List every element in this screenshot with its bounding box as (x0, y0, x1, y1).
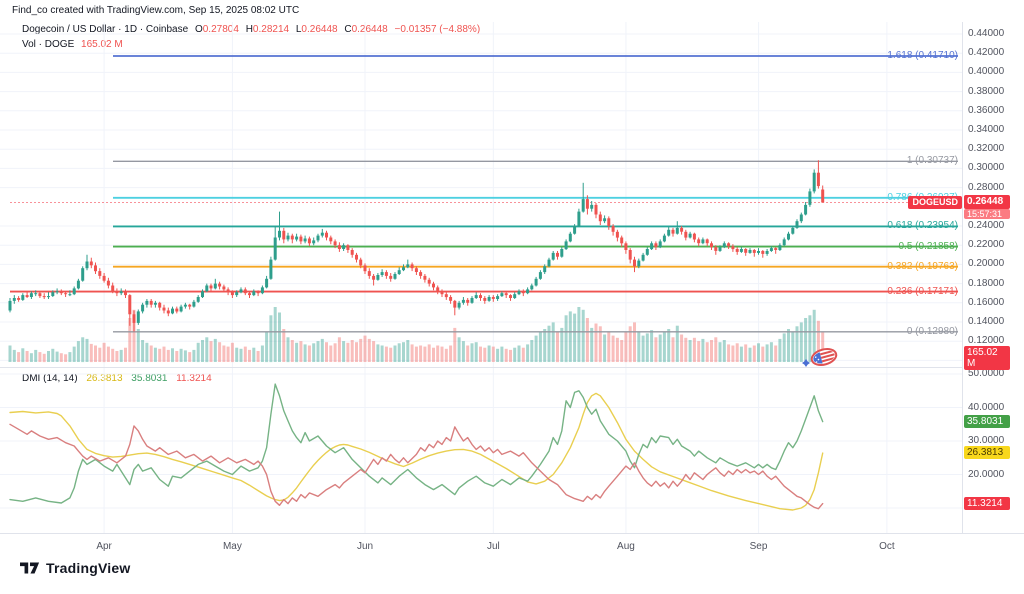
volume-label[interactable]: Vol · DOGE (22, 39, 75, 50)
volume-legend: Vol · DOGE 165.02 M (22, 39, 127, 50)
attribution-text: Find_co created with TradingView.com, Se… (12, 5, 300, 16)
symbol-title[interactable]: Dogecoin / US Dollar · 1D · Coinbase (22, 24, 189, 35)
open-value: 0.27804 (202, 24, 239, 35)
close-value: 0.26448 (351, 24, 388, 35)
symbol-legend: Dogecoin / US Dollar · 1D · Coinbase O0.… (22, 24, 484, 35)
volume-value: 165.02 M (81, 39, 123, 50)
low-value: 0.26448 (301, 24, 338, 35)
flag-sticker-icon (810, 348, 838, 366)
high-value: 0.28214 (252, 24, 290, 35)
change-value: −0.01357 (−4.88%) (394, 24, 481, 35)
low-label: L (295, 24, 302, 35)
sparkle-icon (802, 359, 810, 367)
open-label: O (194, 24, 203, 35)
tradingview-logo-text: TradingView (46, 560, 131, 576)
dmi-title[interactable]: DMI (14, 14) (22, 373, 78, 384)
dmi-minus-di-value: 11.3214 (176, 373, 212, 384)
dmi-plus-di-value: 35.8031 (131, 373, 168, 384)
high-label: H (245, 24, 253, 35)
tradingview-logo[interactable]: TradingView (20, 560, 130, 576)
tradingview-logo-icon (20, 562, 40, 574)
close-label: C (344, 24, 352, 35)
